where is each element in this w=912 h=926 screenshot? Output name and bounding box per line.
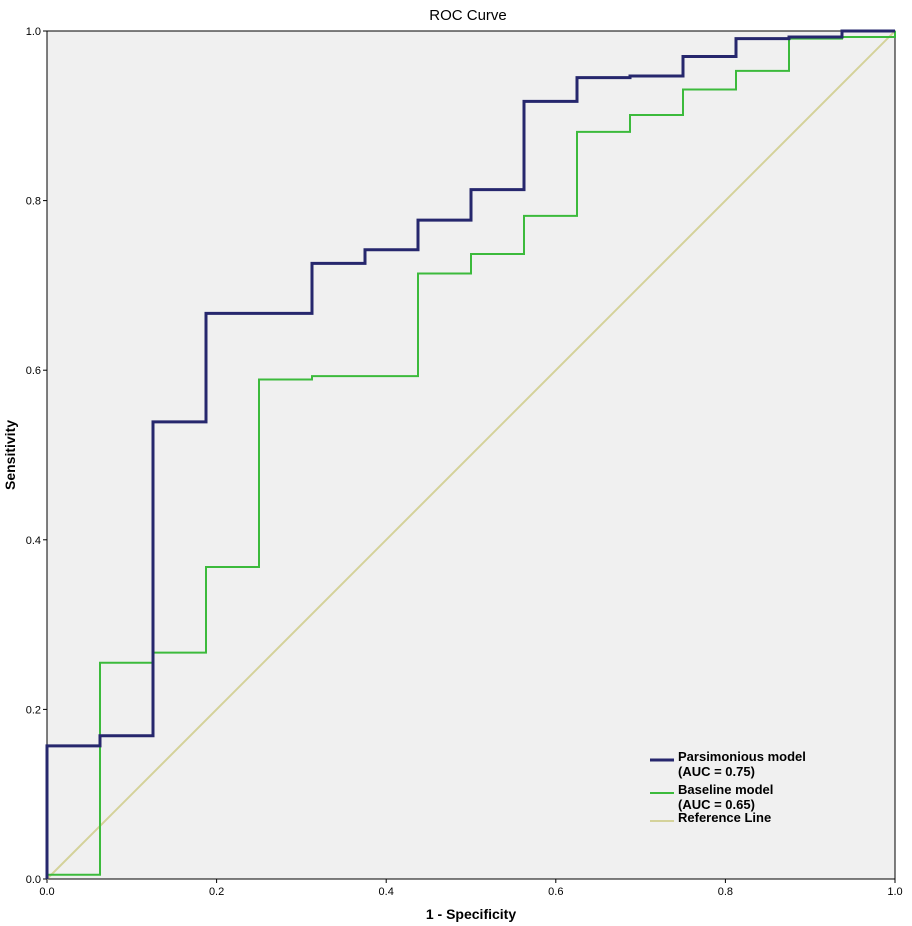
x-tick-label: 0.0 <box>39 886 54 898</box>
y-tick-label: 0.4 <box>26 535 41 547</box>
y-tick-label: 0.6 <box>26 365 41 377</box>
series-line-reference-line <box>46 30 896 880</box>
x-tick-label: 0.6 <box>548 886 563 898</box>
y-axis-title: Sensitivity <box>2 420 18 490</box>
x-axis-title: 1 - Specificity <box>426 906 516 922</box>
x-tick-label: 0.8 <box>718 886 733 898</box>
y-tick-label: 0.2 <box>26 704 41 716</box>
legend-auc-baseline-model: (AUC = 0.65) <box>678 797 755 812</box>
legend-label-baseline-model: Baseline model <box>678 782 773 797</box>
x-tick-label: 1.0 <box>887 886 902 898</box>
x-tick-label: 0.4 <box>379 886 394 898</box>
y-tick-label: 0.8 <box>26 196 41 208</box>
y-tick-label: 1.0 <box>26 26 41 38</box>
legend: Parsimonious model(AUC = 0.75) Baseline m… <box>650 749 806 825</box>
series-line-parsimonious-model <box>45 29 895 879</box>
legend-label-reference-line: Reference Line <box>678 810 771 825</box>
legend-auc-parsimonious-model: (AUC = 0.75) <box>678 764 755 779</box>
axis-ticks: 0.0 0.2 0.4 0.6 0.8 1.0 0.0 0.2 0.4 0.6 0.8 1.0 <box>26 26 903 898</box>
legend-label-parsimonious-model: Parsimonious model <box>678 749 806 764</box>
series-layer <box>45 29 896 880</box>
series-line-baseline-model <box>46 31 896 879</box>
y-tick-label: 0.0 <box>26 874 41 886</box>
chart-title: ROC Curve <box>429 7 507 24</box>
x-tick-label: 0.2 <box>209 886 224 898</box>
